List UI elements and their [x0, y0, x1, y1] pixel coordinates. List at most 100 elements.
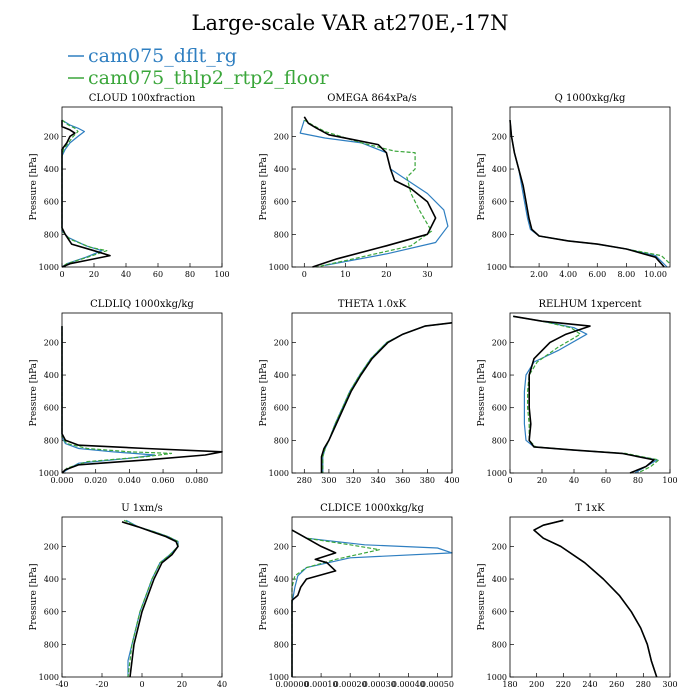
x-tick-label: 40 [121, 270, 131, 279]
panel-3: CLDLIQ 1000xkg/kg Pressure [hPa] 0.000 0.02… [29, 299, 223, 485]
y-axis-label: Pressure [hPa] [477, 563, 487, 630]
x-tick-label: 240 [582, 680, 597, 689]
x-tick-label: 4.00 [559, 270, 577, 279]
panel-title: THETA 1.0xK [338, 299, 407, 310]
y-tick-label: 400 [492, 371, 507, 380]
y-tick-label: 1000 [269, 469, 289, 478]
plot-frame [291, 106, 453, 268]
y-tick-label: 1000 [269, 263, 289, 272]
panel-2: Q 1000xkg/kg Pressure [hPa] 2.00 4.00 6.00 8.… [477, 93, 671, 279]
x-tick-label: 320 [346, 476, 361, 485]
x-tick-label: 6.00 [588, 270, 606, 279]
y-tick-label: 200 [274, 132, 289, 141]
x-tick-label: 0.00040 [392, 680, 425, 689]
x-tick-label: 10.00 [644, 270, 667, 279]
y-axis-label: Pressure [hPa] [259, 563, 269, 630]
x-tick-label: 8.00 [617, 270, 635, 279]
panels: CLOUD 100xfraction Pressure [hPa] 0 20 40 60 8… [29, 93, 678, 689]
x-tick-label: -40 [56, 680, 69, 689]
x-tick-label: 40 [217, 680, 227, 689]
x-tick-label: 0.00000 [275, 680, 308, 689]
series-line-dflt [125, 519, 179, 677]
figure-title: Large-scale VAR at270E,-17N [192, 11, 509, 35]
x-tick-label: 100 [214, 270, 229, 279]
panel-title: CLOUD 100xfraction [89, 93, 196, 104]
x-tick-label: 220 [556, 680, 571, 689]
x-tick-label: 180 [502, 680, 517, 689]
series-line-thlp2 [303, 119, 433, 268]
x-tick-label: 280 [636, 680, 651, 689]
y-axis-label: Pressure [hPa] [259, 359, 269, 426]
legend: cam075_dflt_rg cam075_thlp2_rtp2_floor [68, 45, 329, 89]
panel-title: U 1xm/s [121, 503, 163, 514]
x-tick-label: 10 [340, 270, 350, 279]
series-line-thlp2 [509, 120, 671, 265]
x-tick-label: 300 [662, 680, 677, 689]
y-tick-label: 1000 [39, 469, 59, 478]
y-tick-label: 200 [274, 338, 289, 347]
series-line-dflt [513, 315, 658, 474]
series-line-obs [533, 519, 658, 678]
y-axis-label: Pressure [hPa] [29, 563, 39, 630]
y-tick-label: 400 [274, 371, 289, 380]
x-tick-label: 0.080 [185, 476, 208, 485]
series-line-thlp2 [61, 326, 173, 474]
y-tick-label: 800 [44, 640, 59, 649]
x-tick-label: 0.020 [84, 476, 107, 485]
panel-title: CLDICE 1000xkg/kg [320, 503, 424, 514]
panel-title: RELHUM 1xpercent [538, 299, 641, 310]
x-tick-label: 0.00020 [334, 680, 367, 689]
panel-8: T 1xK Pressure [hPa] 180 200 220 240 260 280 300… [477, 503, 678, 689]
plot-frame [291, 516, 453, 678]
y-tick-label: 200 [44, 338, 59, 347]
x-tick-label: 0 [507, 476, 512, 485]
y-tick-label: 600 [492, 404, 507, 413]
series-line-dflt [509, 120, 668, 268]
x-tick-label: 400 [444, 476, 459, 485]
legend-label-dflt: cam075_dflt_rg [88, 45, 237, 67]
y-tick-label: 800 [274, 640, 289, 649]
x-tick-label: 0 [59, 270, 64, 279]
y-tick-label: 200 [44, 542, 59, 551]
series-line-obs [291, 529, 337, 677]
y-tick-label: 1000 [487, 673, 507, 682]
plot-frame [291, 312, 453, 474]
series-line-obs [320, 322, 453, 473]
plot-frame [61, 312, 223, 474]
series-line-thlp2 [513, 315, 660, 474]
y-tick-label: 400 [274, 575, 289, 584]
x-tick-label: 380 [420, 476, 435, 485]
plot-frame [509, 312, 671, 474]
plot-frame [61, 516, 223, 678]
x-tick-label: 0 [302, 270, 307, 279]
y-tick-label: 600 [44, 198, 59, 207]
x-tick-label: 20 [381, 270, 391, 279]
series-line-thlp2 [61, 119, 108, 268]
y-tick-label: 1000 [487, 469, 507, 478]
x-tick-label: 200 [529, 680, 544, 689]
x-tick-label: 0.00030 [363, 680, 396, 689]
y-tick-label: 800 [44, 436, 59, 445]
series-line-dflt [533, 519, 658, 678]
y-tick-label: 600 [274, 198, 289, 207]
panel-title: OMEGA 864xPa/s [327, 93, 417, 104]
x-tick-label: 100 [662, 476, 677, 485]
plot-frame [509, 106, 671, 268]
y-tick-label: 800 [44, 230, 59, 239]
y-tick-label: 200 [492, 132, 507, 141]
panel-title: T 1xK [575, 503, 605, 514]
y-tick-label: 1000 [487, 263, 507, 272]
series-line-dflt [291, 529, 453, 677]
x-tick-label: 20 [89, 270, 99, 279]
y-tick-label: 800 [274, 230, 289, 239]
x-tick-label: 0.00050 [421, 680, 454, 689]
legend-label-thlp2: cam075_thlp2_rtp2_floor [88, 67, 329, 89]
panel-7: CLDICE 1000xkg/kg Pressure [hPa] 0.00000 0.… [259, 503, 454, 689]
series-line-thlp2 [322, 322, 453, 473]
y-tick-label: 600 [492, 198, 507, 207]
y-axis-label: Pressure [hPa] [259, 153, 269, 220]
panel-5: RELHUM 1xpercent Pressure [hPa] 0 20 40 60 80 1… [477, 299, 678, 485]
plot-frame [61, 106, 223, 268]
series-line-thlp2 [533, 519, 658, 678]
